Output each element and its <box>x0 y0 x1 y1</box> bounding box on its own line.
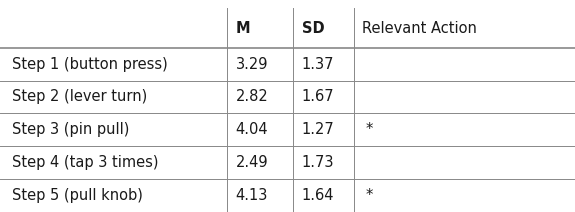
Text: 4.13: 4.13 <box>236 188 268 203</box>
Text: 1.27: 1.27 <box>302 122 335 137</box>
Text: Step 2 (lever turn): Step 2 (lever turn) <box>12 89 147 105</box>
Text: 4.04: 4.04 <box>236 122 269 137</box>
Text: 1.37: 1.37 <box>302 57 335 72</box>
Text: 2.49: 2.49 <box>236 155 269 170</box>
Text: Step 3 (pin pull): Step 3 (pin pull) <box>12 122 129 137</box>
Text: 2.82: 2.82 <box>236 89 269 105</box>
Text: *: * <box>365 122 373 137</box>
Text: *: * <box>365 188 373 203</box>
Text: SD: SD <box>302 21 324 36</box>
Text: 1.67: 1.67 <box>302 89 335 105</box>
Text: 3.29: 3.29 <box>236 57 269 72</box>
Text: Step 5 (pull knob): Step 5 (pull knob) <box>12 188 143 203</box>
Text: Step 4 (tap 3 times): Step 4 (tap 3 times) <box>12 155 158 170</box>
Text: M: M <box>236 21 250 36</box>
Text: 1.73: 1.73 <box>302 155 335 170</box>
Text: Step 1 (button press): Step 1 (button press) <box>12 57 167 72</box>
Text: Relevant Action: Relevant Action <box>362 21 477 36</box>
Text: 1.64: 1.64 <box>302 188 335 203</box>
